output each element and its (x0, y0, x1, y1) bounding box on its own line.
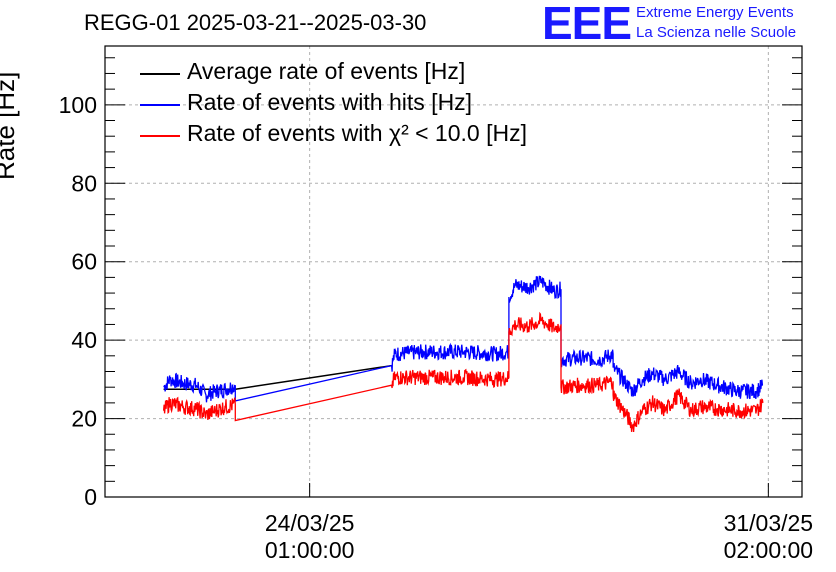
y-tick-label: 60 (71, 249, 97, 275)
logo-line-2: La Scienza nelle Scuole (636, 24, 797, 41)
legend-item-hits: Rate of events with hits [Hz] (140, 89, 610, 120)
y-axis-label: Rate [Hz] (0, 71, 20, 180)
y-tick-label: 20 (71, 406, 97, 432)
y-tick-label: 0 (84, 484, 97, 510)
chart-title: REGG-01 2025-03-21--2025-03-30 (84, 10, 427, 35)
x-tick-label-date: 24/03/25 (265, 510, 355, 536)
x-tick-label-time: 02:00:00 (724, 537, 814, 563)
x-tick-label-date: 31/03/25 (724, 510, 814, 536)
x-tick-label-time: 01:00:00 (265, 537, 355, 563)
logo-caption: Extreme Energy Events La Scienza nelle S… (636, 3, 796, 43)
y-tick-label: 40 (71, 327, 97, 353)
legend-item-average: Average rate of events [Hz] (140, 58, 610, 89)
legend-swatch-hits (140, 104, 180, 106)
series-line-chi2 (162, 311, 764, 432)
legend-label-chi2: Rate of events with χ² < 10.0 [Hz] (187, 120, 527, 146)
plot-frame (104, 45, 803, 498)
eee-logo: EEE (542, 0, 632, 49)
y-tick-label: 100 (59, 92, 97, 118)
legend-item-chi2: Rate of events with χ² < 10.0 [Hz] (140, 120, 610, 151)
y-tick-label: 80 (71, 170, 97, 196)
legend-label-average: Average rate of events [Hz] (187, 58, 466, 84)
legend: Average rate of events [Hz] Rate of even… (140, 58, 610, 151)
series-line-hits (163, 275, 764, 403)
legend-swatch-chi2 (140, 135, 180, 137)
legend-label-hits: Rate of events with hits [Hz] (187, 89, 473, 115)
legend-swatch-average (140, 73, 180, 75)
logo-line-1: Extreme Energy Events (636, 4, 794, 21)
